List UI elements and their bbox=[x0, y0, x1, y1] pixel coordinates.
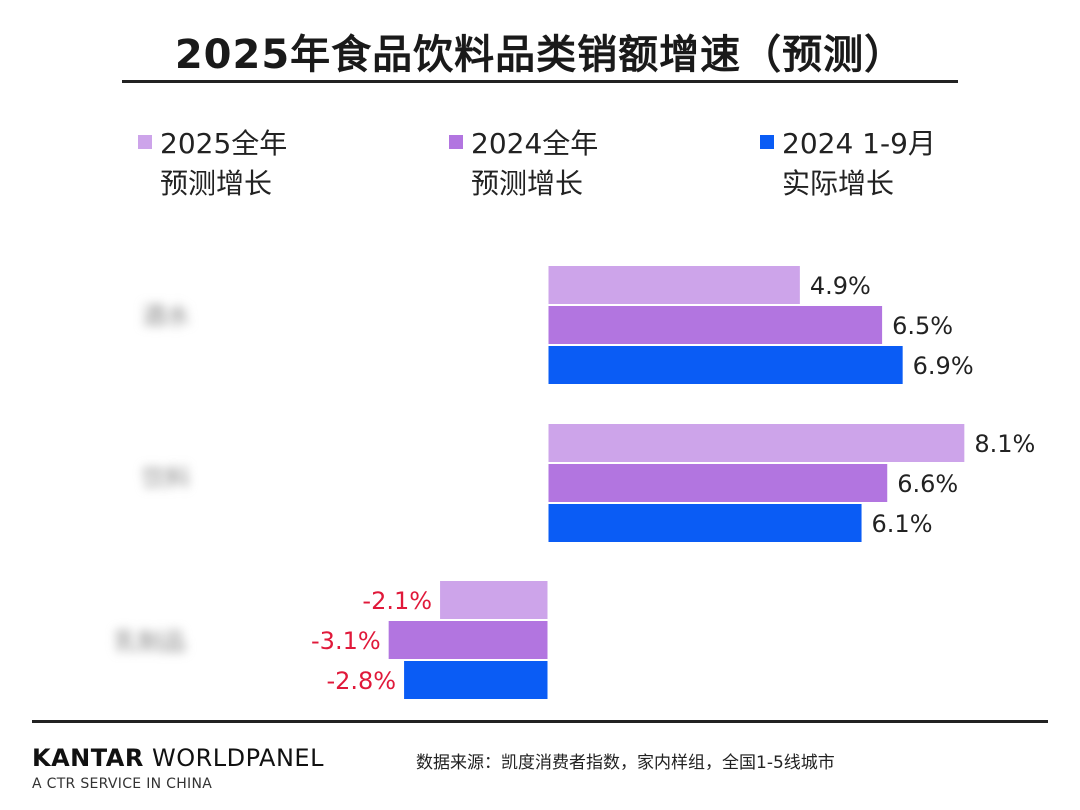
legend-swatch-2024 bbox=[449, 135, 463, 149]
brand-logo: KANTAR WORLDPANEL bbox=[32, 744, 324, 772]
bar-乳制品-2 bbox=[404, 661, 548, 699]
data-label-乳制品-1: -3.1% bbox=[311, 627, 381, 655]
legend-label-2024-line1: 2024全年 bbox=[471, 127, 599, 160]
chart-title: 2025年食品饮料品类销额增速（预测） bbox=[174, 32, 906, 78]
data-label-饮料-2: 6.1% bbox=[872, 510, 933, 538]
data-label-乳制品-2: -2.8% bbox=[326, 667, 396, 695]
data-label-酒水-1: 6.5% bbox=[892, 312, 953, 340]
footer-rule bbox=[32, 720, 1048, 723]
legend-swatch-2024-actual bbox=[760, 135, 774, 149]
category-label-blurred: 酒水 bbox=[142, 302, 190, 330]
title-underline bbox=[122, 80, 958, 83]
bar-饮料-2 bbox=[548, 504, 862, 542]
legend-swatch-2025 bbox=[138, 135, 152, 149]
legend-label-2024-line2: 预测增长 bbox=[471, 167, 584, 200]
bar-chart: 4.9% 6.5% 6.9% 8.1% 6.6% 6.1% -2.1% -3.1% -2.8% bbox=[311, 266, 1036, 699]
bar-酒水-2 bbox=[548, 346, 903, 384]
data-label-饮料-0: 8.1% bbox=[974, 430, 1035, 458]
brand-rest: WORLDPANEL bbox=[143, 744, 324, 772]
legend-item-2025: 2025全年 预测增长 bbox=[138, 124, 287, 204]
bar-乳制品-1 bbox=[388, 621, 548, 659]
bar-酒水-1 bbox=[548, 306, 883, 344]
data-label-饮料-1: 6.6% bbox=[897, 470, 958, 498]
brand-bold: KANTAR bbox=[32, 744, 144, 772]
data-source-note: 数据来源：凯度消费者指数，家内样组，全国1-5线城市 bbox=[416, 753, 835, 773]
category-label-blurred: 饮料 bbox=[142, 464, 190, 492]
data-label-乳制品-0: -2.1% bbox=[362, 587, 432, 615]
data-label-酒水-0: 4.9% bbox=[810, 272, 871, 300]
bar-酒水-0 bbox=[548, 266, 800, 304]
legend-label-2024-actual-line1: 2024 1-9月 bbox=[782, 127, 936, 160]
legend-item-2024-actual: 2024 1-9月 实际增长 bbox=[760, 124, 936, 204]
data-label-酒水-2: 6.9% bbox=[913, 352, 974, 380]
brand-subtitle: A CTR SERVICE IN CHINA bbox=[32, 776, 213, 792]
bar-乳制品-0 bbox=[440, 581, 548, 619]
category-label-blurred: 乳制品 bbox=[114, 628, 186, 656]
legend-item-2024: 2024全年 预测增长 bbox=[449, 124, 598, 204]
bar-饮料-0 bbox=[548, 424, 965, 462]
legend-label-2025-line2: 预测增长 bbox=[160, 167, 273, 200]
legend-label-2025-line1: 2025全年 bbox=[160, 127, 288, 160]
legend-label-2024-actual-line2: 实际增长 bbox=[782, 167, 895, 200]
bar-饮料-1 bbox=[548, 464, 888, 502]
